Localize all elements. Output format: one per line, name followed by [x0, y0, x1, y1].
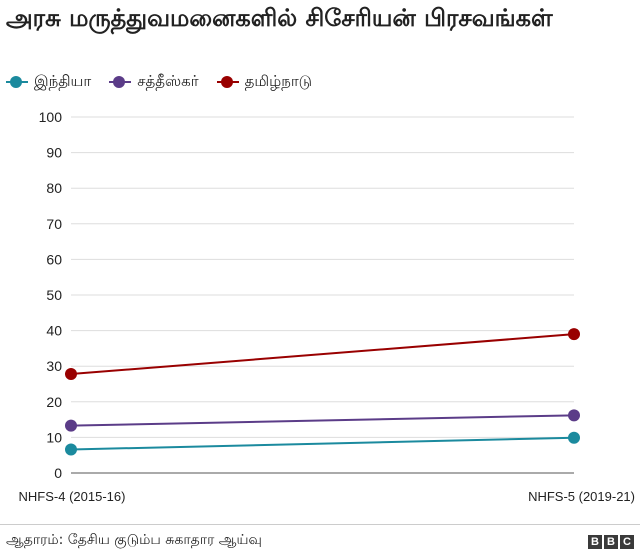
legend: இந்தியா சத்தீஸ்கர் தமிழ்நாடு — [6, 72, 312, 92]
series-line — [70, 436, 575, 451]
y-tick-label: 50 — [46, 287, 62, 303]
data-point — [568, 409, 580, 422]
legend-item-chhattisgarh: சத்தீஸ்கர் — [109, 72, 199, 92]
y-tick-label: 100 — [39, 109, 63, 125]
legend-label-tamil-nadu: தமிழ்நாடு — [244, 72, 313, 90]
legend-label-chhattisgarh: சத்தீஸ்கர் — [137, 72, 199, 90]
y-tick-label: 10 — [46, 429, 62, 445]
bbc-logo-letter: B — [588, 535, 602, 549]
line-chart: 0 10 20 30 40 50 60 70 80 90 100 NHFS-4 (2015-16) NH… — [19, 109, 635, 504]
data-point — [65, 419, 77, 432]
y-tick-label: 40 — [46, 323, 62, 339]
y-tick-label: 60 — [46, 251, 62, 267]
source-note: ஆதாரம்: தேசிய குடும்ப சுகாதார ஆய்வு — [6, 532, 262, 548]
y-tick-label: 20 — [46, 394, 62, 410]
data-point — [568, 431, 580, 444]
data-point — [65, 368, 77, 381]
bbc-logo-letter: B — [604, 535, 618, 549]
series-line — [70, 333, 575, 376]
y-tick-label: 0 — [54, 465, 62, 481]
data-point — [568, 328, 580, 341]
legend-swatch-chhattisgarh — [109, 75, 132, 89]
legend-item-tamil-nadu: தமிழ்நாடு — [216, 72, 313, 92]
y-tick-label: 30 — [46, 358, 62, 374]
bbc-logo-letter: C — [620, 535, 634, 549]
legend-label-india: இந்தியா — [34, 72, 92, 90]
y-tick-label: 80 — [46, 180, 62, 196]
legend-swatch-india — [6, 75, 28, 89]
x-tick-label: NHFS-5 (2019-21) — [528, 489, 635, 504]
legend-swatch-tamil-nadu — [216, 75, 239, 89]
legend-item-india: இந்தியா — [6, 72, 91, 92]
footer-divider — [0, 524, 640, 525]
series-line — [70, 414, 575, 427]
y-tick-label: 90 — [46, 145, 62, 161]
y-tick-label: 70 — [46, 216, 62, 232]
data-point — [65, 443, 77, 456]
chart-title: அரசு மருத்துவமனைகளில் சிசேரியன் பிரசவங்க… — [6, 4, 553, 32]
x-tick-label: NHFS-4 (2015-16) — [19, 489, 126, 504]
